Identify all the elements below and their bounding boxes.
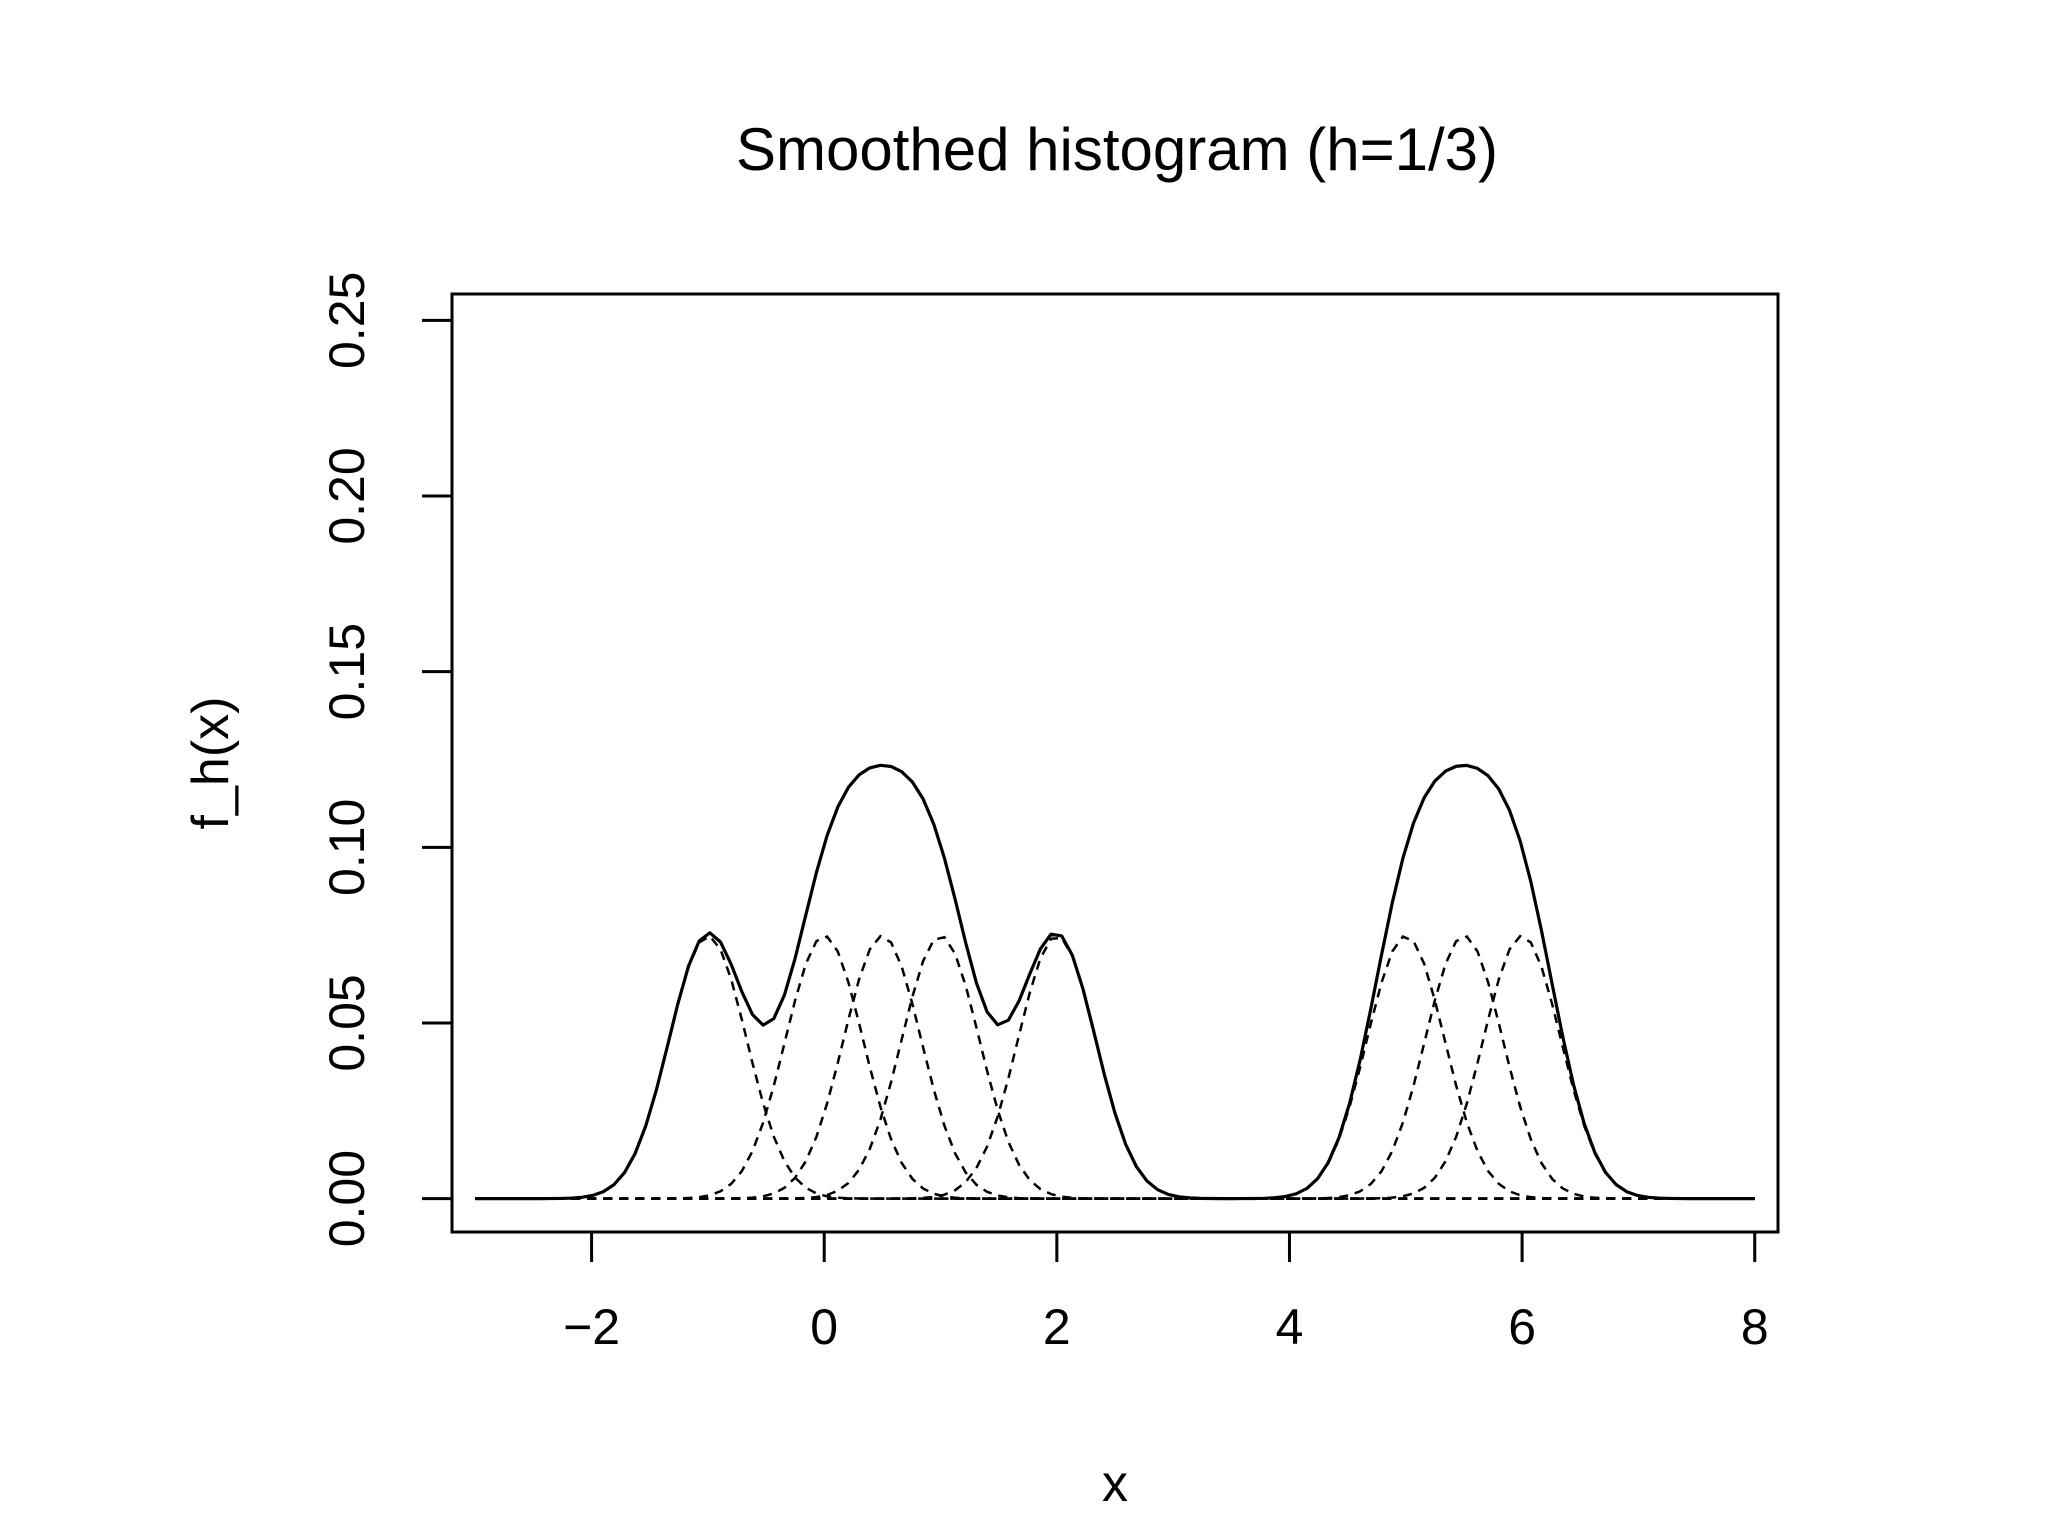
x-tick-label: 8 [1741,1299,1769,1355]
series-layer [475,763,1755,1201]
x-tick-label: 6 [1508,1299,1536,1355]
y-tick-label: 0.00 [319,1150,375,1247]
y-tick-label: 0.20 [319,447,375,544]
x-tick-label: 4 [1276,1299,1304,1355]
x-axis: −2 0 2 4 6 8 [563,1230,1769,1355]
y-axis-label: f_h(x) [182,697,240,830]
chart-title: Smoothed histogram (h=1/3) [736,116,1498,183]
x-tick-label: 0 [810,1299,838,1355]
kernel-curve [475,934,1755,1200]
y-tick-label: 0.25 [319,272,375,369]
y-axis: 0.00 0.05 0.10 0.15 0.20 0.25 [319,272,454,1247]
x-tick-label: 2 [1043,1299,1071,1355]
x-axis-label: x [1102,1455,1128,1513]
x-tick-label: −2 [563,1299,620,1355]
y-tick-label: 0.10 [319,799,375,896]
density-curve [475,763,1755,1201]
y-tick-label: 0.05 [319,974,375,1071]
y-tick-label: 0.15 [319,623,375,720]
